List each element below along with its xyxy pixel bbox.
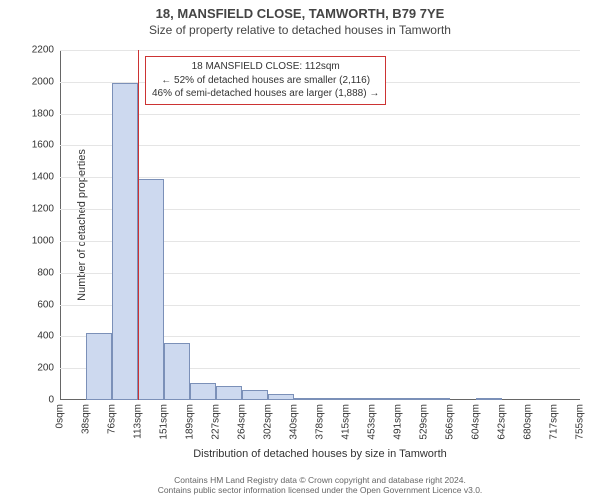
- y-tick-label: 200: [20, 363, 54, 374]
- histogram-bar: [216, 386, 242, 400]
- y-tick-label: 1800: [20, 108, 54, 119]
- histogram-bar: [86, 333, 112, 400]
- x-tick-label: 415sqm: [341, 400, 352, 440]
- y-tick-label: 600: [20, 299, 54, 310]
- x-tick-label: 604sqm: [471, 400, 482, 440]
- histogram-bar: [112, 83, 138, 400]
- x-tick-label: 755sqm: [575, 400, 586, 440]
- histogram-bar: [242, 390, 268, 400]
- y-tick-label: 1000: [20, 235, 54, 246]
- histogram-bar: [190, 383, 216, 401]
- x-tick-label: 189sqm: [185, 400, 196, 440]
- annotation-line: 18 MANSFIELD CLOSE: 112sqm: [152, 60, 379, 74]
- histogram-bar: [164, 343, 190, 400]
- x-tick-label: 76sqm: [107, 400, 118, 434]
- x-tick-label: 453sqm: [367, 400, 378, 440]
- x-tick-label: 717sqm: [549, 400, 560, 440]
- annotation-line: ← 52% of detached houses are smaller (2,…: [152, 74, 379, 88]
- x-tick-label: 566sqm: [445, 400, 456, 440]
- footnote: Contains HM Land Registry data © Crown c…: [60, 475, 580, 496]
- footnote-line1: Contains HM Land Registry data © Crown c…: [174, 475, 466, 485]
- y-tick-label: 1200: [20, 204, 54, 215]
- annotation-line: 46% of semi-detached houses are larger (…: [152, 87, 379, 101]
- chart-title: 18, MANSFIELD CLOSE, TAMWORTH, B79 7YE: [0, 6, 600, 21]
- x-tick-label: 302sqm: [263, 400, 274, 440]
- plot-area: Number of detached properties 0200400600…: [60, 50, 580, 400]
- annotation-box: 18 MANSFIELD CLOSE: 112sqm← 52% of detac…: [145, 56, 386, 105]
- x-tick-label: 113sqm: [133, 400, 144, 439]
- y-tick-label: 400: [20, 331, 54, 342]
- footnote-line2: Contains public sector information licen…: [158, 485, 483, 495]
- y-tick-label: 1400: [20, 172, 54, 183]
- x-tick-label: 227sqm: [211, 400, 222, 440]
- x-tick-label: 340sqm: [289, 400, 300, 440]
- marker-line: [138, 50, 139, 400]
- y-axis-line: [60, 50, 61, 400]
- y-tick-label: 2200: [20, 45, 54, 56]
- y-tick-label: 1600: [20, 140, 54, 151]
- y-tick-label: 800: [20, 267, 54, 278]
- y-tick-label: 2000: [20, 76, 54, 87]
- y-axis-title: Number of detached properties: [76, 149, 88, 301]
- y-tick-label: 0: [20, 395, 54, 406]
- histogram-bar: [138, 179, 164, 400]
- x-tick-label: 264sqm: [237, 400, 248, 440]
- x-tick-label: 378sqm: [315, 400, 326, 440]
- x-tick-label: 0sqm: [55, 400, 66, 428]
- x-tick-label: 491sqm: [393, 400, 404, 440]
- chart-container: 18, MANSFIELD CLOSE, TAMWORTH, B79 7YE S…: [0, 0, 600, 500]
- chart-subtitle: Size of property relative to detached ho…: [0, 23, 600, 37]
- x-tick-label: 642sqm: [497, 400, 508, 440]
- x-tick-label: 38sqm: [81, 400, 92, 434]
- x-axis-title: Distribution of detached houses by size …: [60, 448, 580, 460]
- x-tick-label: 151sqm: [159, 400, 170, 440]
- x-tick-label: 680sqm: [523, 400, 534, 440]
- title-block: 18, MANSFIELD CLOSE, TAMWORTH, B79 7YE S…: [0, 6, 600, 37]
- x-tick-label: 529sqm: [419, 400, 430, 440]
